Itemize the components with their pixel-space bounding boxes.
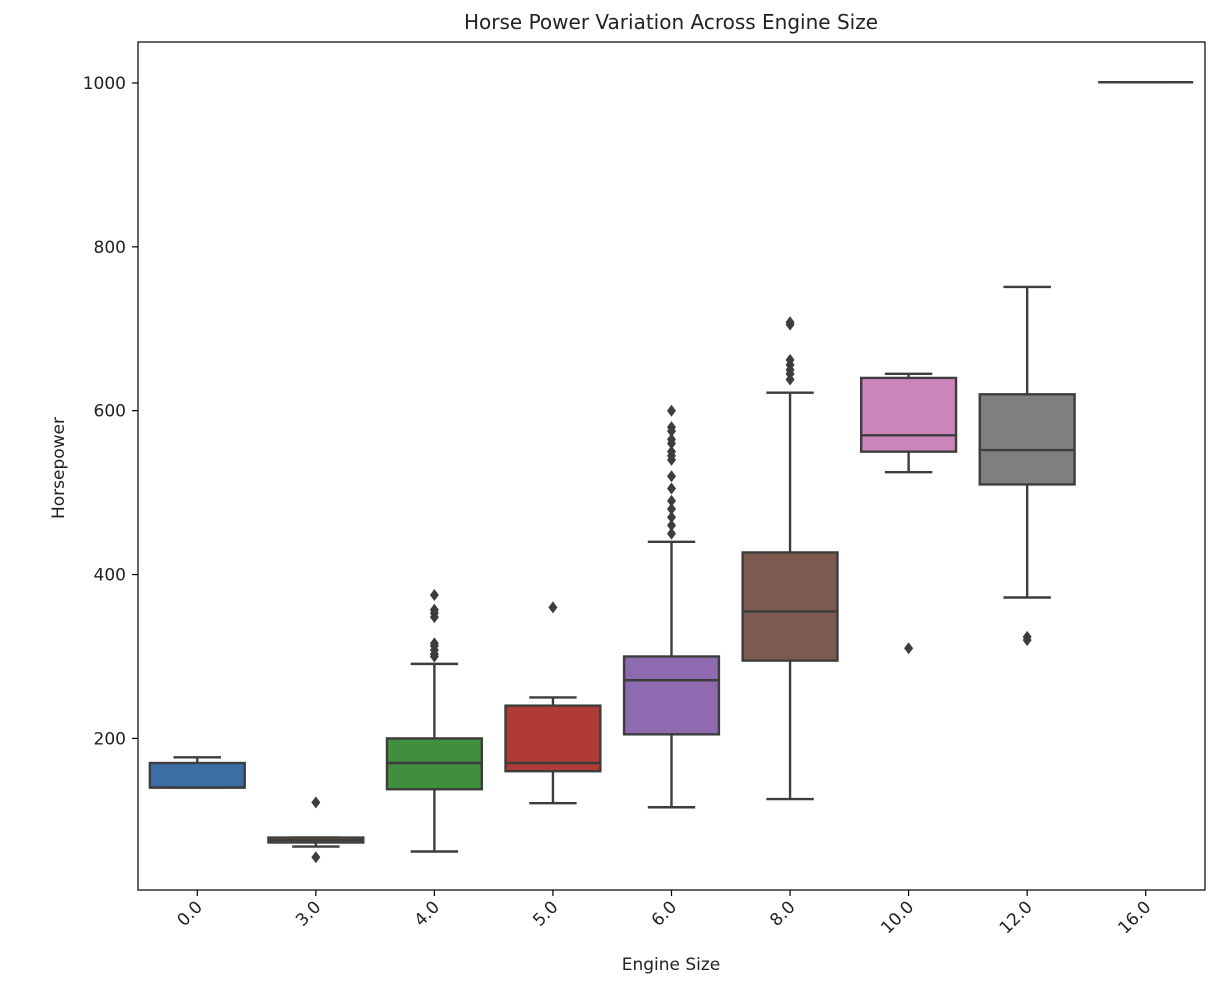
y-tick-label: 600 — [94, 402, 126, 422]
box-group-12.0 — [978, 285, 1076, 647]
outlier-point — [1022, 630, 1032, 643]
outlier-point — [667, 445, 676, 458]
box-group-8.0 — [741, 316, 839, 801]
y-tick-label: 1000 — [83, 74, 126, 94]
x-tick-label: 12.0 — [996, 897, 1037, 938]
outlier-point — [904, 642, 914, 655]
outlier-point — [311, 851, 321, 864]
outlier-point — [667, 511, 676, 524]
x-tick-label: 6.0 — [648, 897, 681, 930]
box-iqr — [622, 655, 721, 736]
y-axis-label: Horsepower — [49, 417, 69, 519]
axes: 200 400 600 800 1000 0.0 3.0 4.0 5.0 6.0 8.0 10.0 12… — [83, 41, 1206, 938]
box-group-0.0 — [148, 756, 246, 789]
x-tick-label: 4.0 — [411, 897, 444, 930]
outlier-point — [429, 637, 439, 650]
y-tick-label: 200 — [94, 729, 126, 749]
chart-title: Horse Power Variation Across Engine Size — [464, 10, 878, 34]
box-group-6.0 — [622, 404, 721, 809]
outlier-point — [667, 433, 676, 446]
outlier-point — [785, 353, 795, 366]
box-iqr — [859, 376, 958, 453]
outlier-point — [667, 527, 676, 540]
outlier-point — [667, 482, 676, 495]
outlier-point — [667, 421, 676, 434]
outlier-point — [667, 519, 676, 532]
outlier-point — [429, 589, 439, 602]
x-tick-label: 0.0 — [174, 897, 207, 930]
outlier-point — [667, 494, 676, 507]
outlier-point — [667, 470, 676, 483]
box-group-4.0 — [385, 589, 484, 853]
outlier-point — [785, 316, 795, 329]
outlier-point — [667, 404, 676, 417]
box-iqr — [504, 704, 602, 773]
x-tick-label: 10.0 — [877, 897, 918, 938]
outlier-point — [311, 796, 321, 809]
x-tick-label: 3.0 — [292, 897, 325, 930]
plot-area — [148, 80, 1194, 864]
y-tick-label: 800 — [94, 238, 126, 258]
box-group-3.0 — [267, 796, 365, 864]
y-tick-label: 400 — [94, 566, 126, 586]
x-tick-label: 5.0 — [529, 897, 562, 930]
box-iqr — [978, 393, 1076, 486]
outlier-point — [667, 503, 676, 516]
outlier-point — [429, 603, 439, 616]
box-iqr — [741, 551, 839, 662]
x-tick-label: 16.0 — [1114, 897, 1155, 938]
x-tick-label: 8.0 — [766, 897, 799, 930]
box-group-10.0 — [859, 372, 958, 655]
box-group-5.0 — [504, 601, 602, 805]
box-iqr — [148, 761, 246, 789]
x-axis-label: Engine Size — [622, 955, 721, 975]
outlier-point — [548, 601, 558, 614]
